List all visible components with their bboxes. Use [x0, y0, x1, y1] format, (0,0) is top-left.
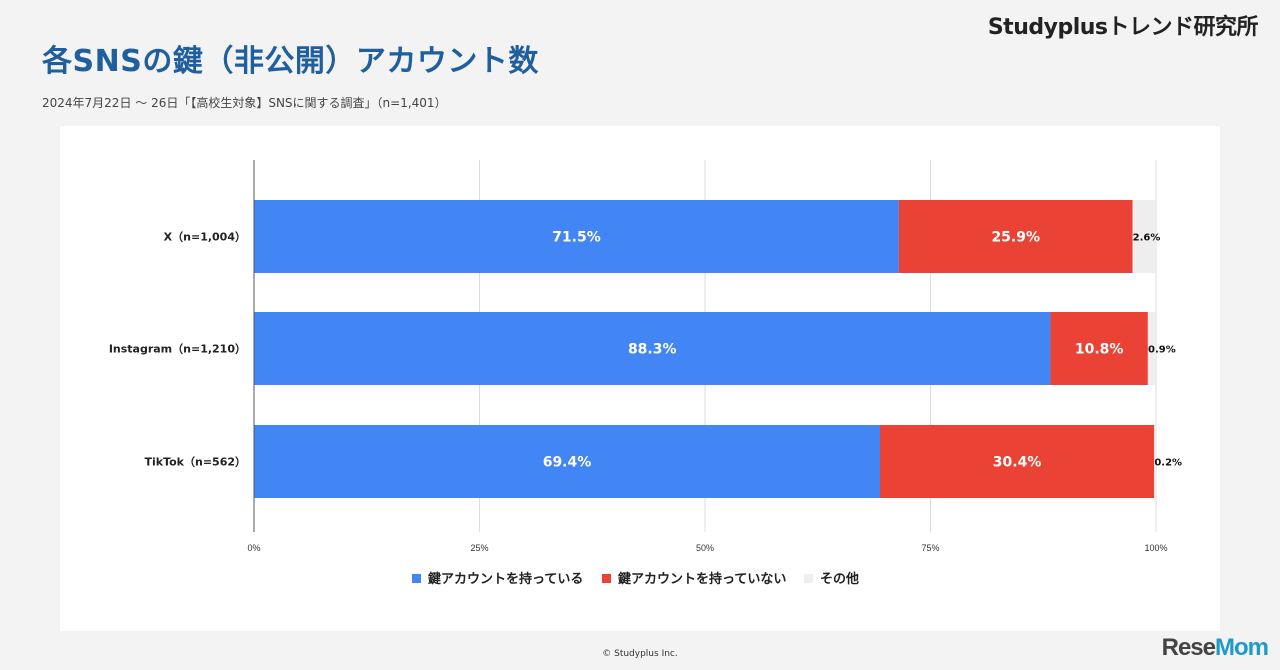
- survey-subtitle: 2024年7月22日 〜 26日「【高校生対象】SNSに関する調査」（n=1,4…: [42, 96, 447, 110]
- copyright: © Studyplus Inc.: [602, 649, 678, 659]
- x-tick-label: 50%: [696, 543, 714, 553]
- bar-segment: [254, 200, 899, 273]
- bar-segment: [1147, 312, 1156, 385]
- legend-label: 鍵アカウントを持っていない: [618, 571, 786, 587]
- x-tick-label: 25%: [470, 543, 488, 553]
- legend-swatch: [412, 574, 421, 583]
- bar-segment: [1154, 425, 1156, 498]
- data-label: 25.9%: [991, 230, 1040, 246]
- category-label: Instagram（n=1,210）: [109, 343, 246, 356]
- watermark-part2: Mom: [1215, 634, 1269, 661]
- data-label: 0.9%: [1148, 345, 1176, 356]
- category-label: X（n=1,004）: [164, 231, 246, 244]
- legend-swatch: [602, 574, 611, 583]
- bar-segment: [879, 425, 1155, 498]
- bar-segment: [254, 425, 880, 498]
- data-label: 2.6%: [1133, 233, 1161, 244]
- bar-segment: [898, 200, 1133, 273]
- data-label: 0.2%: [1154, 458, 1182, 469]
- data-label: 88.3%: [628, 342, 677, 358]
- data-label: 69.4%: [543, 455, 592, 471]
- category-label: TikTok（n=562）: [144, 456, 246, 469]
- bar-segment: [1050, 312, 1148, 385]
- data-label: 10.8%: [1075, 342, 1124, 358]
- bar-segment: [254, 312, 1051, 385]
- legend-label: 鍵アカウントを持っている: [428, 571, 583, 587]
- x-tick-label: 75%: [921, 543, 939, 553]
- data-label: 30.4%: [993, 455, 1042, 471]
- legend-label: その他: [820, 571, 859, 587]
- data-label: 71.5%: [552, 230, 601, 246]
- resemom-watermark: ReseMom: [1161, 634, 1269, 662]
- bar-segment: [1132, 200, 1156, 273]
- chart-panel: 0% 25% 50% 75% 100% X（n=1,004） 71.5% 25.9% 2.6% I…: [60, 126, 1220, 631]
- legend-swatch: [804, 574, 813, 583]
- page-title: 各SNSの鍵（非公開）アカウント数: [42, 44, 539, 79]
- brand-logo: Studyplusトレンド研究所: [987, 15, 1259, 40]
- stacked-bar-chart: 0% 25% 50% 75% 100% X（n=1,004） 71.5% 25.9% 2.6% I…: [109, 160, 1182, 587]
- x-tick-label: 0%: [247, 543, 260, 553]
- watermark-part1: Rese: [1161, 634, 1216, 661]
- x-tick-label: 100%: [1144, 543, 1167, 553]
